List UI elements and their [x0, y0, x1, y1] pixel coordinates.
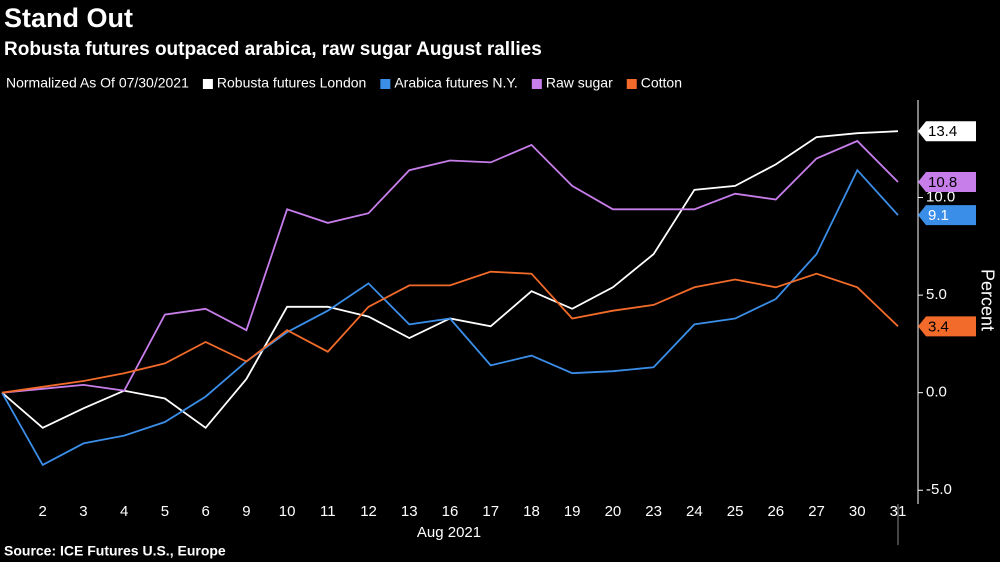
x-tick-label: 5 [161, 503, 169, 520]
x-tick-label: 6 [201, 503, 209, 520]
x-tick-label: 26 [767, 503, 784, 520]
end-label: 3.4 [928, 318, 949, 335]
x-tick-label: 2 [39, 503, 47, 520]
x-tick-label: 3 [79, 503, 87, 520]
legend-swatch [202, 79, 213, 89]
x-axis-label: Aug 2021 [417, 524, 481, 541]
series-line [1, 270, 899, 394]
x-tick-label: 23 [645, 503, 662, 520]
legend-label: Cotton [641, 75, 682, 91]
legend-swatch [531, 79, 542, 89]
x-tick-label: 17 [482, 503, 499, 520]
x-tick-label: 11 [320, 503, 336, 520]
series-line [1, 130, 899, 430]
end-label: 9.1 [928, 207, 949, 224]
x-tick-label: 18 [523, 503, 540, 520]
y-tick-label: 0.0 [926, 384, 947, 401]
legend-label: Raw sugar [546, 75, 613, 91]
x-tick-label: 20 [605, 503, 622, 520]
x-tick-label: 12 [360, 503, 377, 520]
chart-title: Stand Out [4, 3, 133, 33]
end-label-box [918, 316, 976, 337]
x-tick-label: 19 [564, 503, 581, 520]
series-line [1, 168, 899, 467]
x-tick-label: 16 [442, 503, 459, 520]
series-line [1, 139, 899, 394]
x-tick-label: 10 [279, 503, 296, 520]
legend-label: Robusta futures London [217, 75, 366, 91]
legend-swatch [380, 79, 391, 89]
chart-subtitle: Robusta futures outpaced arabica, raw su… [4, 39, 542, 60]
end-label: 13.4 [928, 123, 957, 140]
x-tick-label: 24 [686, 503, 703, 520]
x-tick-label: 13 [401, 503, 418, 520]
y-tick-label: -5.0 [926, 481, 952, 498]
end-label-box [918, 121, 976, 142]
legend-title: Normalized As Of 07/30/2021 [6, 75, 189, 91]
x-tick-label: 9 [242, 503, 250, 520]
y-tick-label: 10.0 [926, 189, 955, 206]
source: Source: ICE Futures U.S., Europe [4, 543, 226, 559]
end-label-box [918, 171, 976, 192]
x-tick-label: 30 [849, 503, 866, 520]
y-tick-label: 5.0 [926, 286, 947, 303]
x-tick-label: 27 [808, 503, 825, 520]
x-tick-label: 4 [120, 503, 128, 520]
legend-swatch [626, 79, 637, 89]
end-label-box [918, 205, 976, 226]
x-tick-label: 25 [727, 503, 744, 520]
y-axis-label: Percent [977, 269, 997, 331]
legend-label: Arabica futures N.Y. [394, 75, 517, 91]
x-tick-label: 31 [890, 503, 907, 520]
end-label: 10.8 [928, 174, 957, 191]
